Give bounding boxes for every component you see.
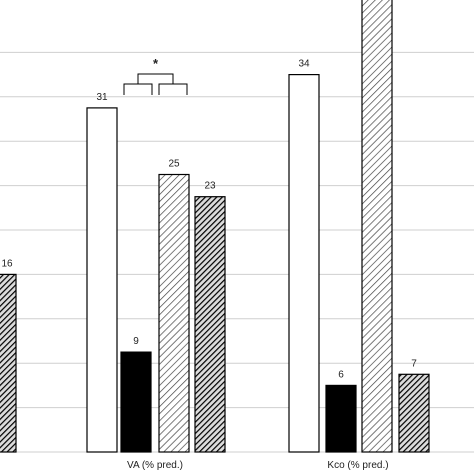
category-label: Kco (% pred.)	[327, 460, 388, 471]
bar	[0, 273, 17, 453]
data-label: 31	[96, 92, 108, 103]
bar	[288, 73, 320, 453]
significance-bracket: *	[123, 56, 188, 95]
bar	[120, 351, 152, 453]
bars	[0, 0, 430, 453]
category-label: VA (% pred.)	[127, 460, 183, 471]
bar	[398, 373, 430, 453]
data-label: 7	[411, 358, 417, 369]
data-label: 25	[168, 159, 180, 170]
data-labels: 313496254116237	[1, 59, 417, 381]
data-label: 23	[204, 181, 216, 192]
gridlines	[0, 51, 474, 453]
bar	[325, 384, 357, 453]
data-label: 6	[338, 369, 344, 380]
bar	[86, 107, 118, 453]
significance-star: *	[153, 56, 159, 71]
data-label: 34	[298, 59, 310, 70]
bracket-line	[123, 73, 188, 95]
data-label: 9	[133, 336, 139, 347]
bar	[361, 0, 393, 453]
category-labels: VA (% pred.) Kco (% pred.)	[127, 460, 389, 471]
bar	[194, 196, 226, 453]
data-label: 16	[1, 258, 13, 269]
bar	[158, 173, 190, 453]
